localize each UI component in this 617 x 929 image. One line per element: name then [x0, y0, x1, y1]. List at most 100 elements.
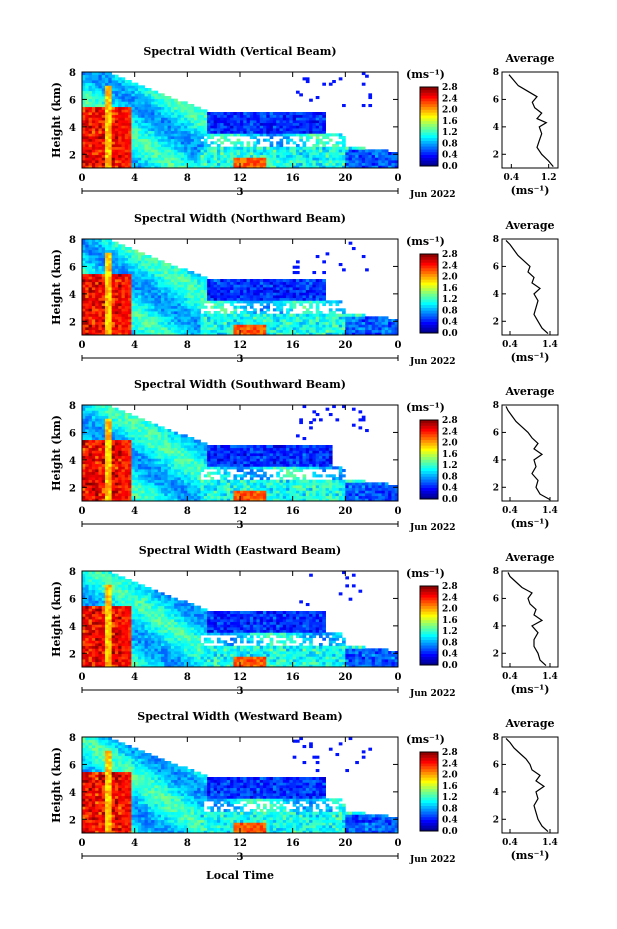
heatmap-cell [108, 125, 113, 129]
heatmap-cell [101, 85, 106, 89]
heatmap-cell [279, 120, 284, 124]
heatmap-cell [282, 287, 287, 291]
heatmap-cell [256, 117, 261, 121]
heatmap-cell [180, 329, 185, 333]
heatmap-cell [137, 273, 142, 277]
heatmap-cell [246, 152, 251, 156]
heatmap-cell [144, 498, 149, 502]
heatmap-cell [240, 149, 244, 153]
heatmap-cell [335, 144, 340, 148]
heatmap-cell [223, 114, 228, 118]
heatmap-cell [137, 300, 142, 304]
average-y-tick-label: 6 [493, 262, 499, 272]
colorbar-swatch [420, 304, 438, 308]
heatmap-cell [141, 284, 145, 288]
heatmap-cell [177, 324, 182, 328]
heatmap-cell [101, 295, 106, 299]
heatmap-cell [134, 90, 139, 94]
heatmap-cell [118, 313, 122, 317]
heatmap-cell [197, 287, 201, 291]
heatmap-cell [220, 300, 224, 304]
heatmap-cell [108, 104, 113, 108]
heatmap-cell [114, 157, 119, 161]
heatmap-cell [134, 146, 139, 150]
heatmap-cell [256, 128, 261, 132]
heatmap-cell [249, 149, 254, 153]
heatmap-cell [82, 162, 86, 166]
heatmap-cell [111, 88, 116, 92]
heatmap-cell [302, 141, 307, 145]
heatmap-cell [174, 154, 178, 158]
heatmap-cell [167, 292, 172, 296]
heatmap-cell [85, 77, 89, 81]
heatmap-cell [210, 329, 215, 333]
heatmap-cell [124, 122, 129, 126]
heatmap-cell [315, 279, 320, 283]
heatmap-cell [147, 141, 152, 145]
x-tick-label: 16 [286, 173, 300, 184]
heatmap-cell [111, 268, 116, 272]
heatmap-cell [108, 252, 113, 256]
heatmap-cell [305, 295, 310, 299]
heatmap-cell [128, 152, 132, 156]
heatmap-cell [299, 93, 303, 97]
heatmap-cell [309, 122, 313, 126]
heatmap-cell [95, 281, 99, 285]
heatmap-cell [378, 319, 382, 323]
heatmap-cell [88, 316, 93, 320]
heatmap-cell [111, 289, 116, 293]
heatmap-cell [95, 466, 99, 470]
heatmap-cell [101, 165, 106, 169]
heatmap-cell [114, 125, 119, 129]
heatmap-cell [157, 260, 162, 264]
heatmap-cell [82, 284, 86, 288]
x-tick-label: 0 [79, 173, 86, 184]
heatmap-cell [309, 154, 313, 158]
heatmap-cell [365, 319, 369, 323]
heatmap-cell [292, 154, 297, 158]
heatmap-cell [174, 273, 178, 277]
heatmap-cell [272, 162, 277, 166]
heatmap-cell [101, 405, 106, 409]
heatmap-cell [91, 485, 96, 489]
heatmap-cell [147, 117, 152, 121]
heatmap-cell [394, 319, 399, 323]
heatmap-cell [384, 332, 389, 336]
heatmap-cell [292, 265, 297, 269]
heatmap-cell [141, 289, 145, 293]
heatmap-cell [259, 281, 264, 285]
heatmap-cell [134, 271, 139, 275]
heatmap-cell [131, 442, 136, 446]
heatmap-cell [108, 141, 113, 145]
heatmap-cell [88, 434, 93, 438]
heatmap-cell [82, 442, 86, 446]
heatmap-cell [124, 93, 129, 97]
heatmap-cell [147, 279, 152, 283]
heatmap-cell [240, 292, 244, 296]
heatmap-cell [111, 165, 116, 169]
heatmap-cell [190, 114, 195, 118]
heatmap-cell [95, 490, 99, 494]
heatmap-cell [88, 300, 93, 304]
heatmap-cell [131, 434, 136, 438]
heatmap-cell [147, 257, 152, 261]
heatmap-cell [154, 149, 159, 153]
heatmap-cell [177, 130, 182, 134]
heatmap-cell [128, 247, 132, 251]
heatmap-cell [105, 82, 109, 86]
heatmap-cell [342, 146, 346, 150]
heatmap-cell [253, 152, 257, 156]
heatmap-cell [259, 303, 264, 307]
heatmap-cell [263, 279, 267, 283]
heatmap-cell [305, 146, 310, 150]
heatmap-cell [85, 303, 89, 307]
heatmap-cell [312, 157, 317, 161]
heatmap-cell [177, 149, 182, 153]
heatmap-cell [95, 477, 99, 481]
heatmap-cell [118, 271, 122, 275]
heatmap-cell [157, 138, 162, 142]
heatmap-cell [121, 117, 126, 121]
heatmap-cell [114, 316, 119, 320]
heatmap-cell [236, 157, 241, 161]
heatmap-cell [91, 263, 96, 267]
